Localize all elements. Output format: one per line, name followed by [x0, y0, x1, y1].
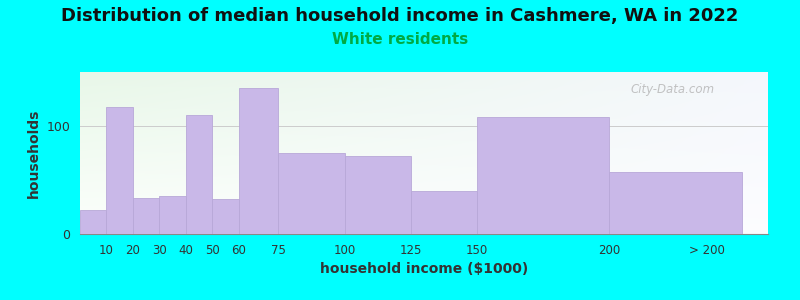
Text: White residents: White residents	[332, 32, 468, 46]
X-axis label: household income ($1000): household income ($1000)	[320, 262, 528, 276]
Bar	[238, 88, 278, 234]
Bar	[80, 210, 106, 234]
Bar	[610, 172, 742, 234]
Bar	[186, 115, 212, 234]
Bar	[345, 156, 410, 234]
Text: City-Data.com: City-Data.com	[630, 83, 714, 96]
Bar	[212, 200, 238, 234]
Text: Distribution of median household income in Cashmere, WA in 2022: Distribution of median household income …	[62, 7, 738, 25]
Bar	[133, 198, 159, 234]
Bar	[278, 153, 345, 234]
Bar	[106, 106, 133, 234]
Bar	[159, 196, 186, 234]
Y-axis label: households: households	[27, 108, 41, 198]
Bar	[410, 191, 477, 234]
Bar	[477, 117, 610, 234]
